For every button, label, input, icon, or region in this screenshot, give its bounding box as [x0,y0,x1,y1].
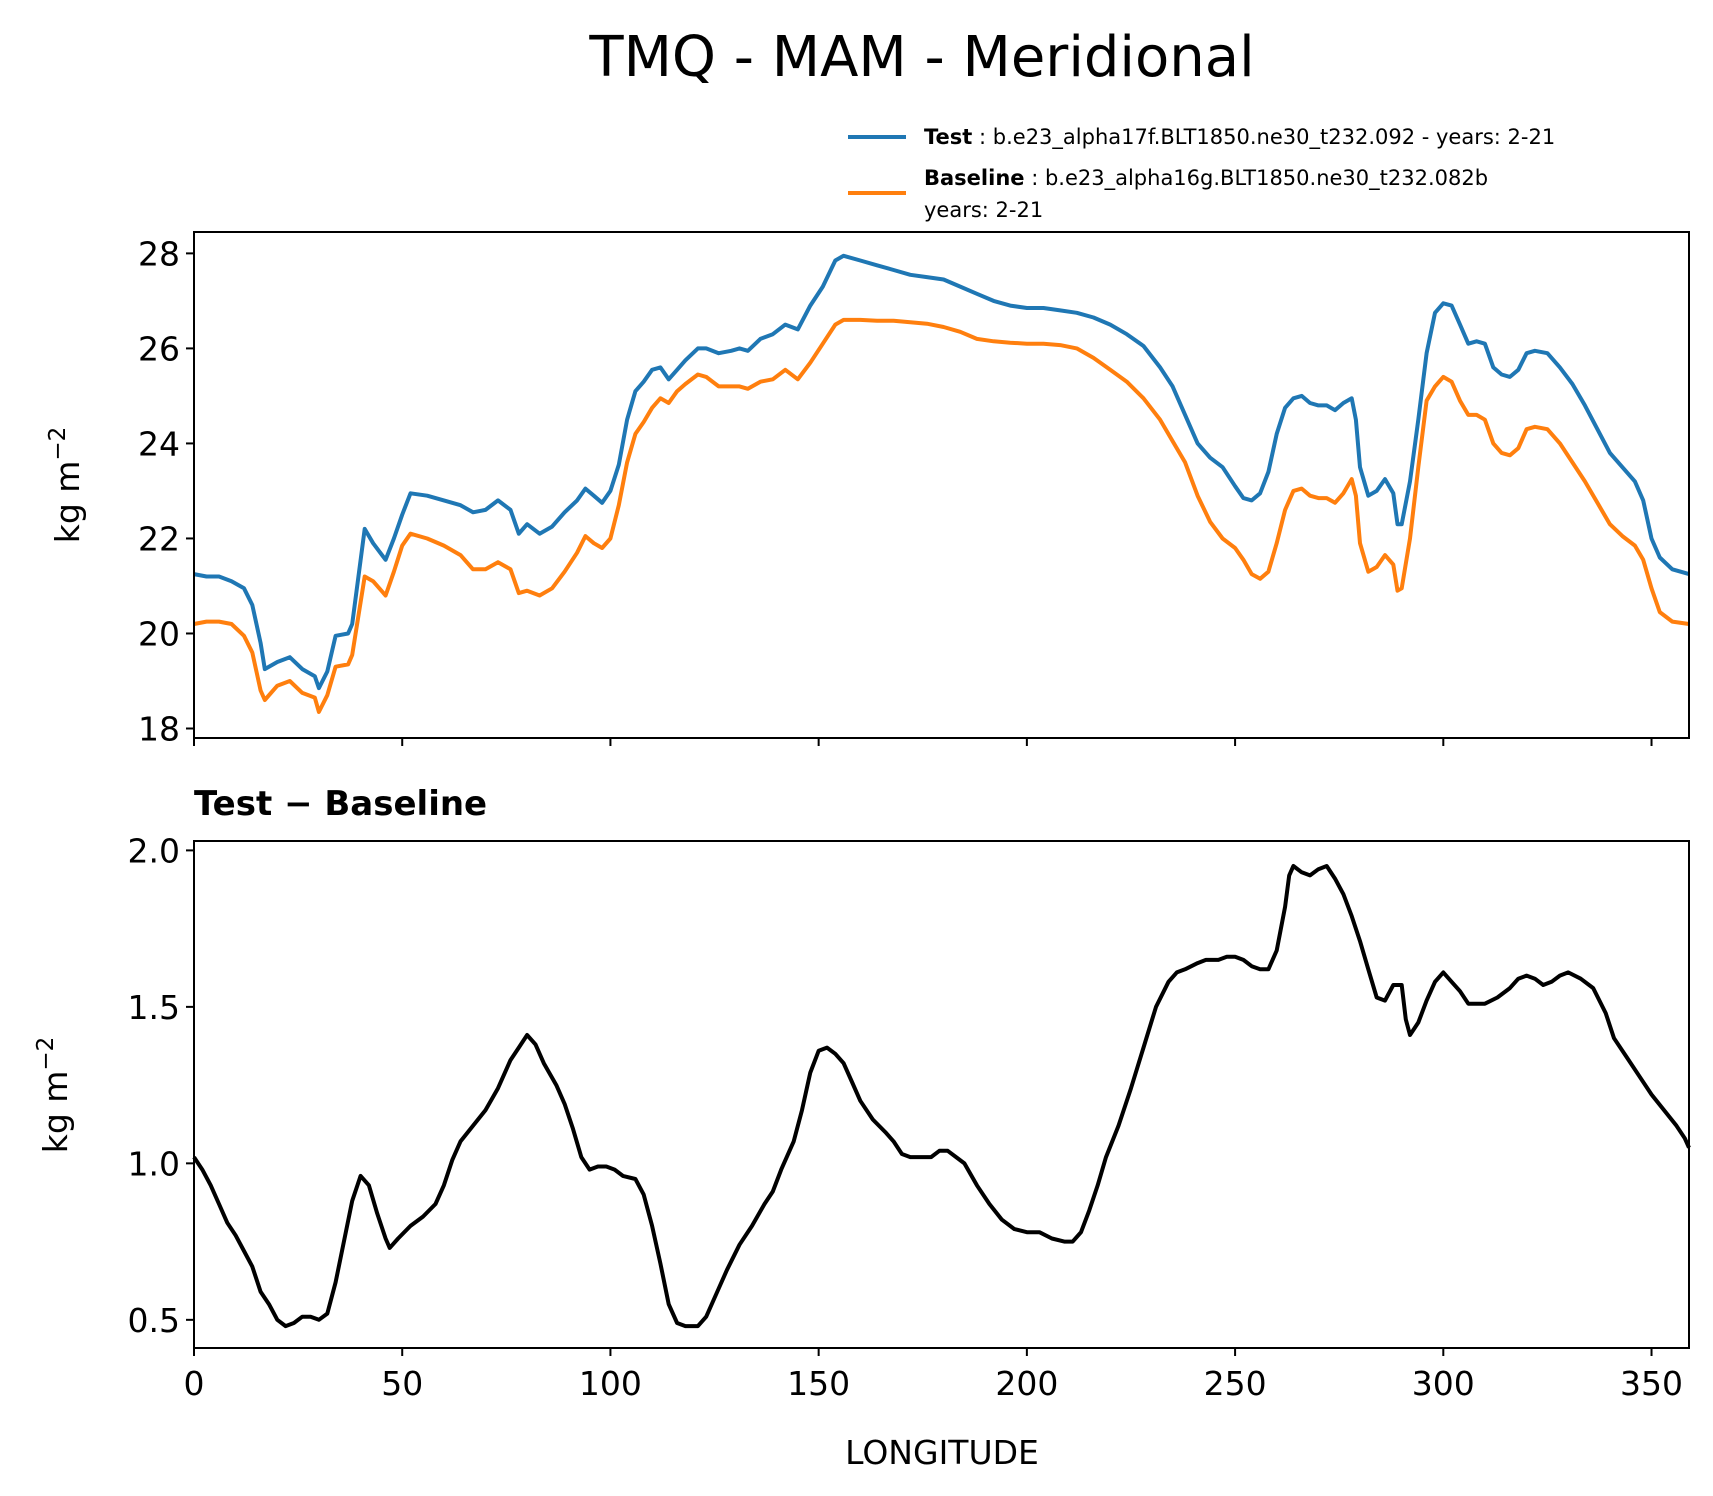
legend-test-separator: : [972,125,992,149]
bottom-x-tick-label: 100 [579,1364,642,1403]
bottom-y-tick-label: 2.0 [128,831,180,870]
bottom-x-tick-label: 300 [1412,1364,1475,1403]
top-series-line-test [193,253,1690,691]
top-series-group [193,253,1690,714]
top-y-axis-exponent: −2 [45,427,71,461]
legend-baseline-label: Baseline : b.e23_alpha16g.BLT1850.ne30_t… [924,166,1488,191]
legend-baseline-name: Baseline [924,166,1025,190]
top-axes-frame [193,231,1690,739]
bottom-x-tick-label: 50 [381,1364,423,1403]
figure-title: TMQ - MAM - Meridional [588,25,1254,90]
top-series-line-baseline [193,317,1690,714]
top-y-tick-label: 22 [138,519,180,558]
bottom-y-axis-label: kg m−2 [33,1037,75,1154]
bottom-panel: Test − Baseline 0.5 1.0 1.5 2.0 0 50 100 150 20… [33,784,1691,1472]
top-y-tick-label: 20 [138,614,180,653]
bottom-series-line-test-baseline [192,864,1691,1329]
legend-baseline-separator: : [1025,166,1045,190]
bottom-y-tick-label: 0.5 [128,1301,180,1340]
top-y-tick-label: 26 [138,329,180,368]
legend-baseline-case: b.e23_alpha16g.BLT1850.ne30_t232.082b [1045,166,1488,191]
top-y-axis-unit: kg m [48,461,87,544]
bottom-panel-title: Test − Baseline [194,784,487,824]
top-x-ticks [193,738,1653,746]
bottom-axes-frame [193,840,1690,1349]
legend-baseline-years: years: 2-21 [924,198,1043,222]
bottom-x-tick-label: 200 [995,1364,1058,1403]
bottom-x-ticks: 0 50 100 150 200 250 300 350 [184,1348,1683,1403]
top-y-tick-label: 18 [138,709,180,748]
bottom-x-tick-label: 250 [1204,1364,1267,1403]
legend-test-case: b.e23_alpha17f.BLT1850.ne30_t232.092 - y… [993,125,1555,150]
bottom-y-axis-exponent: −2 [33,1037,59,1071]
bottom-y-tick-label: 1.5 [128,988,180,1027]
top-y-tick-label: 28 [138,234,180,273]
x-axis-label: LONGITUDE [845,1433,1039,1472]
top-y-axis-label: kg m−2 [45,427,87,544]
legend: Test : b.e23_alpha17f.BLT1850.ne30_t232.… [848,125,1555,222]
top-y-ticks: 18 20 22 24 26 28 [138,234,194,748]
bottom-x-tick-label: 350 [1620,1364,1683,1403]
bottom-y-ticks: 0.5 1.0 1.5 2.0 [128,831,194,1340]
top-y-tick-label: 24 [138,424,180,463]
bottom-series-group [192,864,1691,1329]
bottom-y-tick-label: 1.0 [128,1144,180,1183]
bottom-y-axis-unit: kg m [36,1071,75,1154]
bottom-x-tick-label: 150 [787,1364,850,1403]
legend-test-label: Test : b.e23_alpha17f.BLT1850.ne30_t232.… [924,125,1555,150]
top-panel: 18 20 22 24 26 28 kg m−2 [45,231,1690,748]
bottom-x-tick-label: 0 [184,1364,205,1403]
legend-test-name: Test [924,125,972,149]
